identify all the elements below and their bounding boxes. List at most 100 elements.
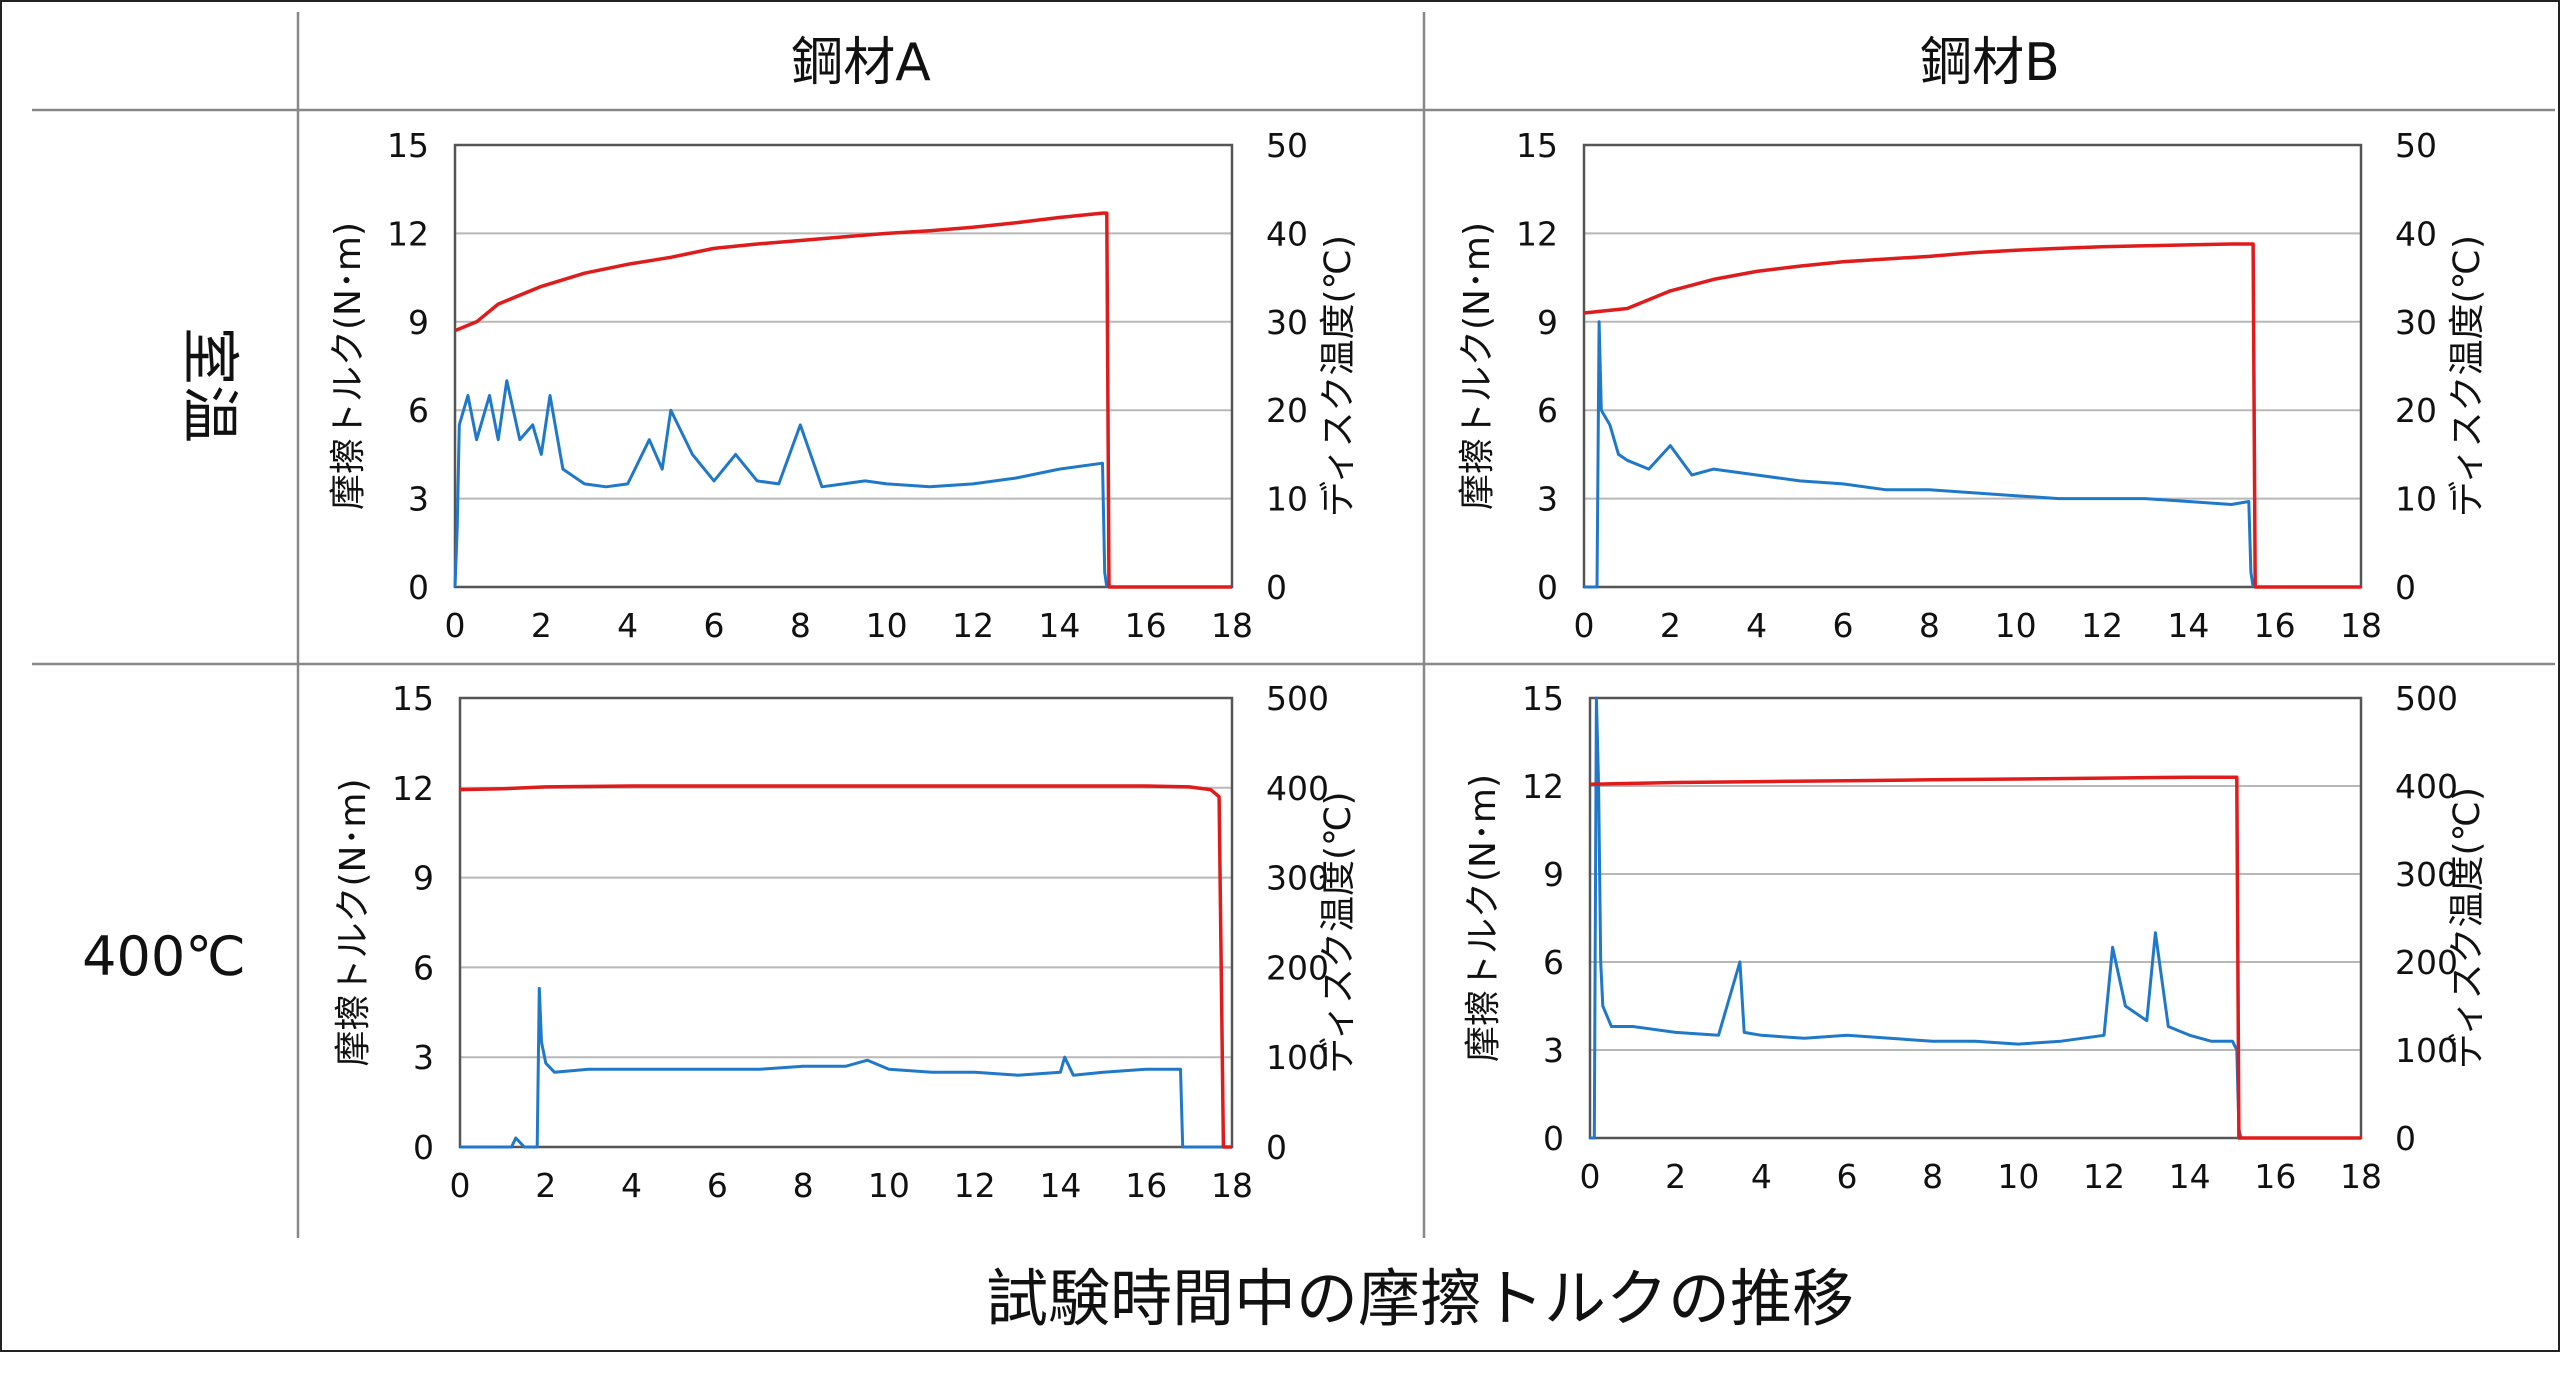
y-tick-label: 9 — [1543, 855, 1564, 894]
x-tick-label: 4 — [621, 1166, 642, 1205]
y2-axis-label: ディスク温度(℃) — [2447, 235, 2488, 517]
x-tick-label: 12 — [952, 606, 994, 645]
column-header-b: 鋼材B — [1920, 33, 2060, 93]
plot-frame — [1582, 143, 2363, 589]
x-tick-label: 14 — [2167, 606, 2209, 645]
y2-tick-label: 300 — [2395, 855, 2458, 894]
x-tick-label: 16 — [2254, 1157, 2296, 1196]
figure-caption: 試験時間中の摩擦トルクの推移 — [986, 1262, 1854, 1335]
x-tick-label: 2 — [531, 606, 552, 645]
y-tick-label: 0 — [408, 568, 429, 607]
chart-panel-a-room: 0 3 6 9 12 15 0 10 20 30 40 50 0 2 4 6 8 10 12 14 16 18 摩擦トルク(… — [328, 126, 1359, 645]
torque-series-line — [460, 986, 1232, 1149]
x-tick-label: 16 — [2254, 606, 2296, 645]
y2-tick-label: 10 — [2395, 480, 2437, 519]
plot-frame — [453, 143, 1234, 589]
column-header-a: 鋼材A — [791, 33, 931, 93]
plot-frame — [1588, 696, 2363, 1140]
y-tick-label: 9 — [408, 303, 429, 342]
y-tick-label: 6 — [408, 391, 429, 430]
y2-tick-label: 40 — [1266, 214, 1308, 253]
y-tick-label: 0 — [1543, 1119, 1564, 1158]
y-tick-label: 12 — [387, 214, 429, 253]
y2-axis-label: ディスク温度(℃) — [1318, 235, 1359, 517]
y-tick-label: 6 — [1543, 943, 1564, 982]
y-tick-label: 15 — [392, 679, 434, 718]
x-tick-label: 6 — [1833, 606, 1854, 645]
x-tick-label: 4 — [617, 606, 638, 645]
y-tick-label: 15 — [387, 126, 429, 165]
y2-tick-label: 20 — [1266, 391, 1308, 430]
y-tick-label: 3 — [1543, 1031, 1564, 1070]
x-tick-label: 8 — [790, 606, 811, 645]
x-tick-label: 18 — [1211, 1166, 1253, 1205]
x-tick-label: 0 — [445, 606, 466, 645]
y-tick-label: 0 — [413, 1128, 434, 1167]
x-tick-label: 10 — [868, 1166, 910, 1205]
x-tick-label: 12 — [2083, 1157, 2125, 1196]
chart-panel-b-400: 0 3 6 9 12 15 0 100 200 300 400 500 0 2 4 6 8 10 12 14 16 18 摩… — [1463, 679, 2488, 1196]
y-axis-label: 摩擦トルク(N･m) — [1463, 774, 1504, 1062]
x-tick-label: 6 — [1837, 1157, 1858, 1196]
y2-axis-label: ディスク温度(℃) — [1318, 792, 1359, 1074]
temperature-series-line — [454, 211, 1232, 589]
x-tick-label: 4 — [1751, 1157, 1772, 1196]
x-tick-label: 16 — [1125, 606, 1167, 645]
y2-tick-label: 200 — [1266, 948, 1329, 987]
x-tick-label: 8 — [1919, 606, 1940, 645]
y2-tick-label: 40 — [2395, 214, 2437, 253]
y-tick-label: 12 — [392, 769, 434, 808]
y2-tick-label: 500 — [1266, 679, 1329, 718]
y2-axis-label: ディスク温度(℃) — [2447, 787, 2488, 1069]
x-tick-label: 14 — [2169, 1157, 2211, 1196]
x-tick-label: 12 — [954, 1166, 996, 1205]
y2-tick-label: 10 — [1266, 480, 1308, 519]
x-tick-label: 16 — [1125, 1166, 1167, 1205]
y2-tick-label: 50 — [2395, 126, 2437, 165]
x-tick-label: 10 — [1997, 1157, 2039, 1196]
temperature-series-line — [1589, 775, 2361, 1140]
y2-tick-label: 100 — [2395, 1031, 2458, 1070]
x-tick-label: 10 — [866, 606, 908, 645]
x-tick-label: 18 — [1211, 606, 1253, 645]
x-tick-label: 6 — [704, 606, 725, 645]
y-tick-label: 9 — [1537, 303, 1558, 342]
torque-series-line — [453, 379, 1109, 588]
plot-frame — [458, 696, 1234, 1149]
x-tick-label: 0 — [1574, 606, 1595, 645]
torque-series-line — [1590, 696, 2361, 1140]
x-tick-label: 12 — [2081, 606, 2123, 645]
y-tick-label: 3 — [1537, 480, 1558, 519]
y2-tick-label: 400 — [1266, 769, 1329, 808]
y-tick-label: 9 — [413, 859, 434, 898]
y-axis-label: 摩擦トルク(N･m) — [333, 778, 374, 1066]
x-tick-label: 14 — [1038, 606, 1080, 645]
y2-tick-label: 30 — [1266, 303, 1308, 342]
y-tick-label: 3 — [413, 1038, 434, 1077]
x-tick-label: 14 — [1039, 1166, 1081, 1205]
y-tick-label: 3 — [408, 480, 429, 519]
y2-tick-label: 30 — [2395, 303, 2437, 342]
chart-panel-b-room: 0 3 6 9 12 15 0 10 20 30 40 50 0 2 4 6 8 10 12 14 16 18 摩擦トルク(… — [1457, 126, 2488, 645]
x-tick-label: 0 — [1580, 1157, 1601, 1196]
x-tick-label: 4 — [1746, 606, 1767, 645]
x-tick-label: 2 — [1665, 1157, 1686, 1196]
y2-tick-label: 200 — [2395, 943, 2458, 982]
x-tick-label: 18 — [2340, 606, 2382, 645]
y-tick-label: 12 — [1516, 214, 1558, 253]
x-tick-label: 8 — [1922, 1157, 1943, 1196]
x-tick-label: 10 — [1995, 606, 2037, 645]
y-tick-label: 15 — [1522, 679, 1564, 718]
x-tick-label: 6 — [707, 1166, 728, 1205]
y2-tick-label: 300 — [1266, 859, 1329, 898]
y-tick-label: 12 — [1522, 767, 1564, 806]
x-tick-label: 8 — [793, 1166, 814, 1205]
y2-tick-label: 0 — [2395, 1119, 2416, 1158]
torque-series-line — [1584, 320, 2255, 589]
y2-tick-label: 0 — [1266, 568, 1287, 607]
x-tick-label: 0 — [450, 1166, 471, 1205]
y2-tick-label: 20 — [2395, 391, 2437, 430]
y-tick-label: 0 — [1537, 568, 1558, 607]
y-tick-label: 6 — [413, 948, 434, 987]
